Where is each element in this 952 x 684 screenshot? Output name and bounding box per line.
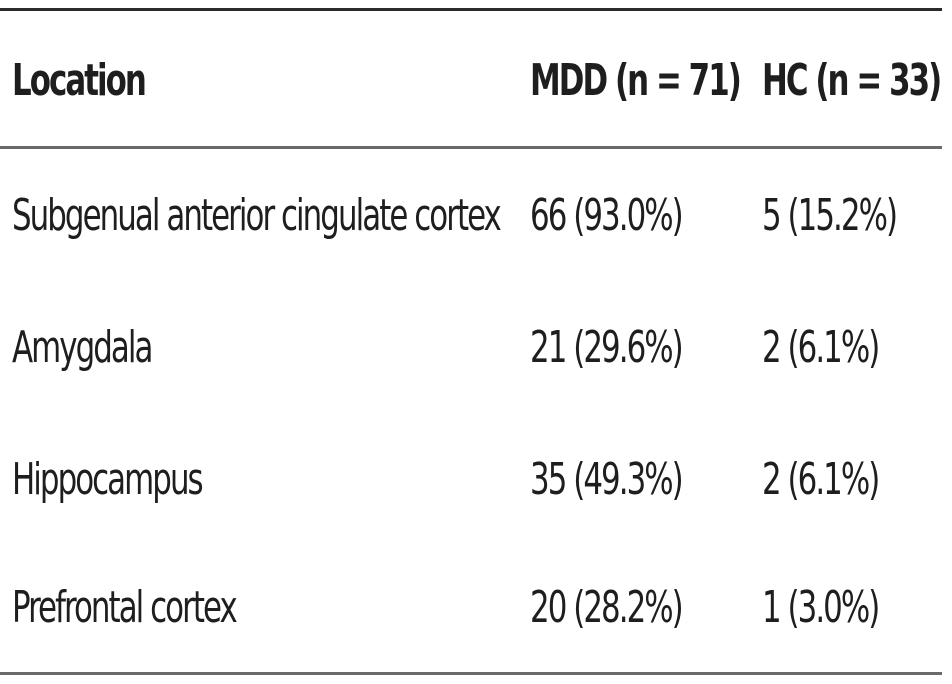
cell-location: Prefrontal cortex [12, 581, 238, 633]
cell-hc: 2 (6.1%) [762, 321, 880, 373]
cell-mdd: 21 (29.6%) [530, 321, 684, 373]
cell-location: Amygdala [12, 321, 153, 373]
cell-hc: 5 (15.2%) [762, 189, 898, 241]
cell-hc: 1 (3.0%) [762, 581, 880, 633]
table-header-row: Location MDD (n = 71) HC (n = 33) [0, 40, 942, 120]
cell-location: Subgenual anterior cingulate cortex [12, 189, 502, 241]
table-row: Prefrontal cortex 20 (28.2%) 1 (3.0%) [0, 567, 942, 647]
cell-hc: 2 (6.1%) [762, 453, 880, 505]
table-top-rule [0, 8, 942, 11]
cell-location: Hippocampus [12, 453, 204, 505]
cell-mdd: 66 (93.0%) [530, 189, 684, 241]
table-header-rule [0, 146, 942, 149]
header-location: Location [12, 54, 147, 106]
table-bottom-rule [0, 672, 942, 675]
table-row: Amygdala 21 (29.6%) 2 (6.1%) [0, 307, 942, 387]
cell-mdd: 20 (28.2%) [530, 581, 684, 633]
header-hc: HC (n = 33) [762, 54, 942, 106]
header-mdd: MDD (n = 71) [530, 54, 742, 106]
table-row: Subgenual anterior cingulate cortex 66 (… [0, 175, 942, 255]
cell-mdd: 35 (49.3%) [530, 453, 684, 505]
table-row: Hippocampus 35 (49.3%) 2 (6.1%) [0, 439, 942, 519]
